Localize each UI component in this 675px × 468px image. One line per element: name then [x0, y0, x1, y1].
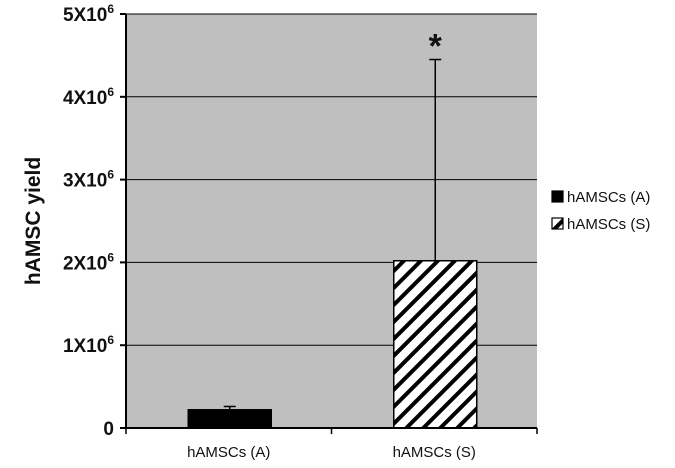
- y-tick-label: 4X106: [63, 85, 114, 109]
- legend-swatch: [551, 190, 564, 203]
- y-tick-label: 3X106: [63, 168, 114, 192]
- axes: [120, 13, 538, 434]
- x-tick-label: hAMSCs (A): [187, 444, 270, 461]
- error-bars: [223, 58, 442, 410]
- y-tick-labels: 0 1X106 2X106 3X106 4X106 5X106: [63, 2, 114, 440]
- bar: [187, 409, 272, 429]
- y-axis-title: hAMSC yield: [22, 157, 45, 285]
- legend: hAMSCs (A) hAMSCs (S): [551, 189, 650, 233]
- x-tick-labels: hAMSCs (A) hAMSCs (S): [187, 444, 476, 461]
- x-tick-label: hAMSCs (S): [393, 444, 476, 461]
- legend-label: hAMSCs (S): [567, 216, 650, 233]
- y-tick-label: 5X106: [63, 2, 114, 26]
- significance-asterisk: *: [429, 28, 443, 66]
- annotations: *: [429, 28, 443, 66]
- bar: [393, 259, 478, 429]
- y-tick-label: 0: [103, 419, 114, 440]
- legend-swatch: [551, 217, 564, 230]
- y-tick-label: 1X106: [63, 333, 114, 357]
- bars: [187, 259, 478, 429]
- legend-label: hAMSCs (A): [567, 189, 650, 206]
- y-tick-label: 2X106: [63, 250, 114, 274]
